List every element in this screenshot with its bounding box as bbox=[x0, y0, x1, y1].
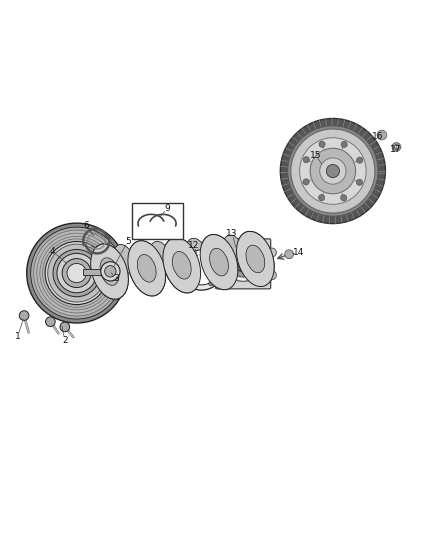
Circle shape bbox=[377, 130, 387, 140]
Circle shape bbox=[62, 259, 91, 287]
Circle shape bbox=[229, 249, 257, 277]
Ellipse shape bbox=[163, 238, 201, 293]
Text: 13: 13 bbox=[226, 229, 238, 238]
Circle shape bbox=[357, 157, 363, 163]
Circle shape bbox=[60, 322, 70, 332]
Text: 5: 5 bbox=[125, 237, 131, 246]
Circle shape bbox=[303, 179, 309, 185]
Ellipse shape bbox=[208, 247, 230, 277]
Ellipse shape bbox=[137, 255, 156, 282]
Ellipse shape bbox=[163, 238, 201, 293]
Circle shape bbox=[341, 195, 347, 201]
Circle shape bbox=[45, 241, 108, 304]
Circle shape bbox=[310, 148, 356, 194]
Circle shape bbox=[320, 158, 346, 184]
Bar bbox=[83, 269, 110, 275]
Circle shape bbox=[53, 249, 100, 297]
Circle shape bbox=[210, 271, 219, 280]
Circle shape bbox=[319, 141, 325, 147]
Circle shape bbox=[180, 265, 185, 270]
Circle shape bbox=[101, 262, 120, 281]
Circle shape bbox=[288, 126, 378, 216]
Ellipse shape bbox=[100, 258, 119, 285]
Ellipse shape bbox=[237, 231, 274, 287]
Text: 1: 1 bbox=[14, 332, 21, 341]
Text: 3: 3 bbox=[113, 274, 119, 283]
Circle shape bbox=[105, 265, 116, 277]
Circle shape bbox=[234, 254, 252, 272]
Ellipse shape bbox=[209, 248, 229, 276]
Circle shape bbox=[285, 250, 293, 259]
Circle shape bbox=[40, 236, 113, 310]
Ellipse shape bbox=[245, 244, 266, 274]
Circle shape bbox=[210, 248, 219, 257]
Ellipse shape bbox=[186, 238, 206, 267]
Circle shape bbox=[341, 141, 347, 148]
Text: 9: 9 bbox=[164, 204, 170, 213]
Ellipse shape bbox=[172, 252, 191, 279]
Circle shape bbox=[190, 249, 194, 253]
Circle shape bbox=[19, 311, 29, 320]
Ellipse shape bbox=[91, 244, 128, 299]
Circle shape bbox=[48, 244, 106, 302]
Circle shape bbox=[357, 179, 363, 185]
Circle shape bbox=[268, 271, 276, 280]
Text: 6: 6 bbox=[84, 221, 90, 230]
Circle shape bbox=[318, 195, 325, 201]
Circle shape bbox=[31, 227, 123, 319]
Circle shape bbox=[34, 230, 120, 316]
Circle shape bbox=[190, 281, 194, 286]
Circle shape bbox=[67, 263, 86, 282]
Bar bbox=[132, 204, 183, 239]
Ellipse shape bbox=[136, 253, 157, 284]
Circle shape bbox=[300, 138, 366, 204]
Text: 16: 16 bbox=[372, 132, 384, 141]
Circle shape bbox=[218, 265, 223, 270]
Circle shape bbox=[209, 249, 213, 253]
Circle shape bbox=[225, 245, 261, 281]
Circle shape bbox=[280, 118, 385, 223]
Text: 17: 17 bbox=[390, 144, 402, 154]
Ellipse shape bbox=[200, 235, 238, 290]
Circle shape bbox=[268, 248, 276, 257]
Ellipse shape bbox=[246, 245, 265, 273]
Text: 15: 15 bbox=[310, 151, 321, 160]
Circle shape bbox=[27, 223, 127, 323]
Text: 2: 2 bbox=[62, 336, 67, 344]
Ellipse shape bbox=[237, 231, 274, 287]
Circle shape bbox=[209, 281, 213, 286]
Ellipse shape bbox=[91, 244, 128, 299]
Circle shape bbox=[184, 250, 219, 285]
Circle shape bbox=[303, 157, 309, 163]
Ellipse shape bbox=[223, 235, 243, 264]
Circle shape bbox=[291, 129, 375, 213]
Text: 14: 14 bbox=[293, 248, 304, 257]
Circle shape bbox=[42, 239, 111, 307]
Circle shape bbox=[57, 253, 96, 293]
Circle shape bbox=[46, 317, 55, 327]
Ellipse shape bbox=[171, 250, 192, 280]
Circle shape bbox=[394, 145, 399, 149]
Circle shape bbox=[37, 233, 117, 313]
FancyBboxPatch shape bbox=[215, 239, 271, 289]
Ellipse shape bbox=[128, 241, 166, 296]
Ellipse shape bbox=[128, 241, 166, 296]
Circle shape bbox=[392, 142, 401, 151]
Text: 12: 12 bbox=[188, 241, 200, 250]
Ellipse shape bbox=[150, 241, 170, 270]
Ellipse shape bbox=[200, 235, 238, 290]
Ellipse shape bbox=[99, 256, 120, 287]
Circle shape bbox=[326, 165, 339, 177]
Ellipse shape bbox=[113, 245, 134, 273]
Text: 4: 4 bbox=[50, 247, 55, 256]
Circle shape bbox=[179, 245, 224, 290]
